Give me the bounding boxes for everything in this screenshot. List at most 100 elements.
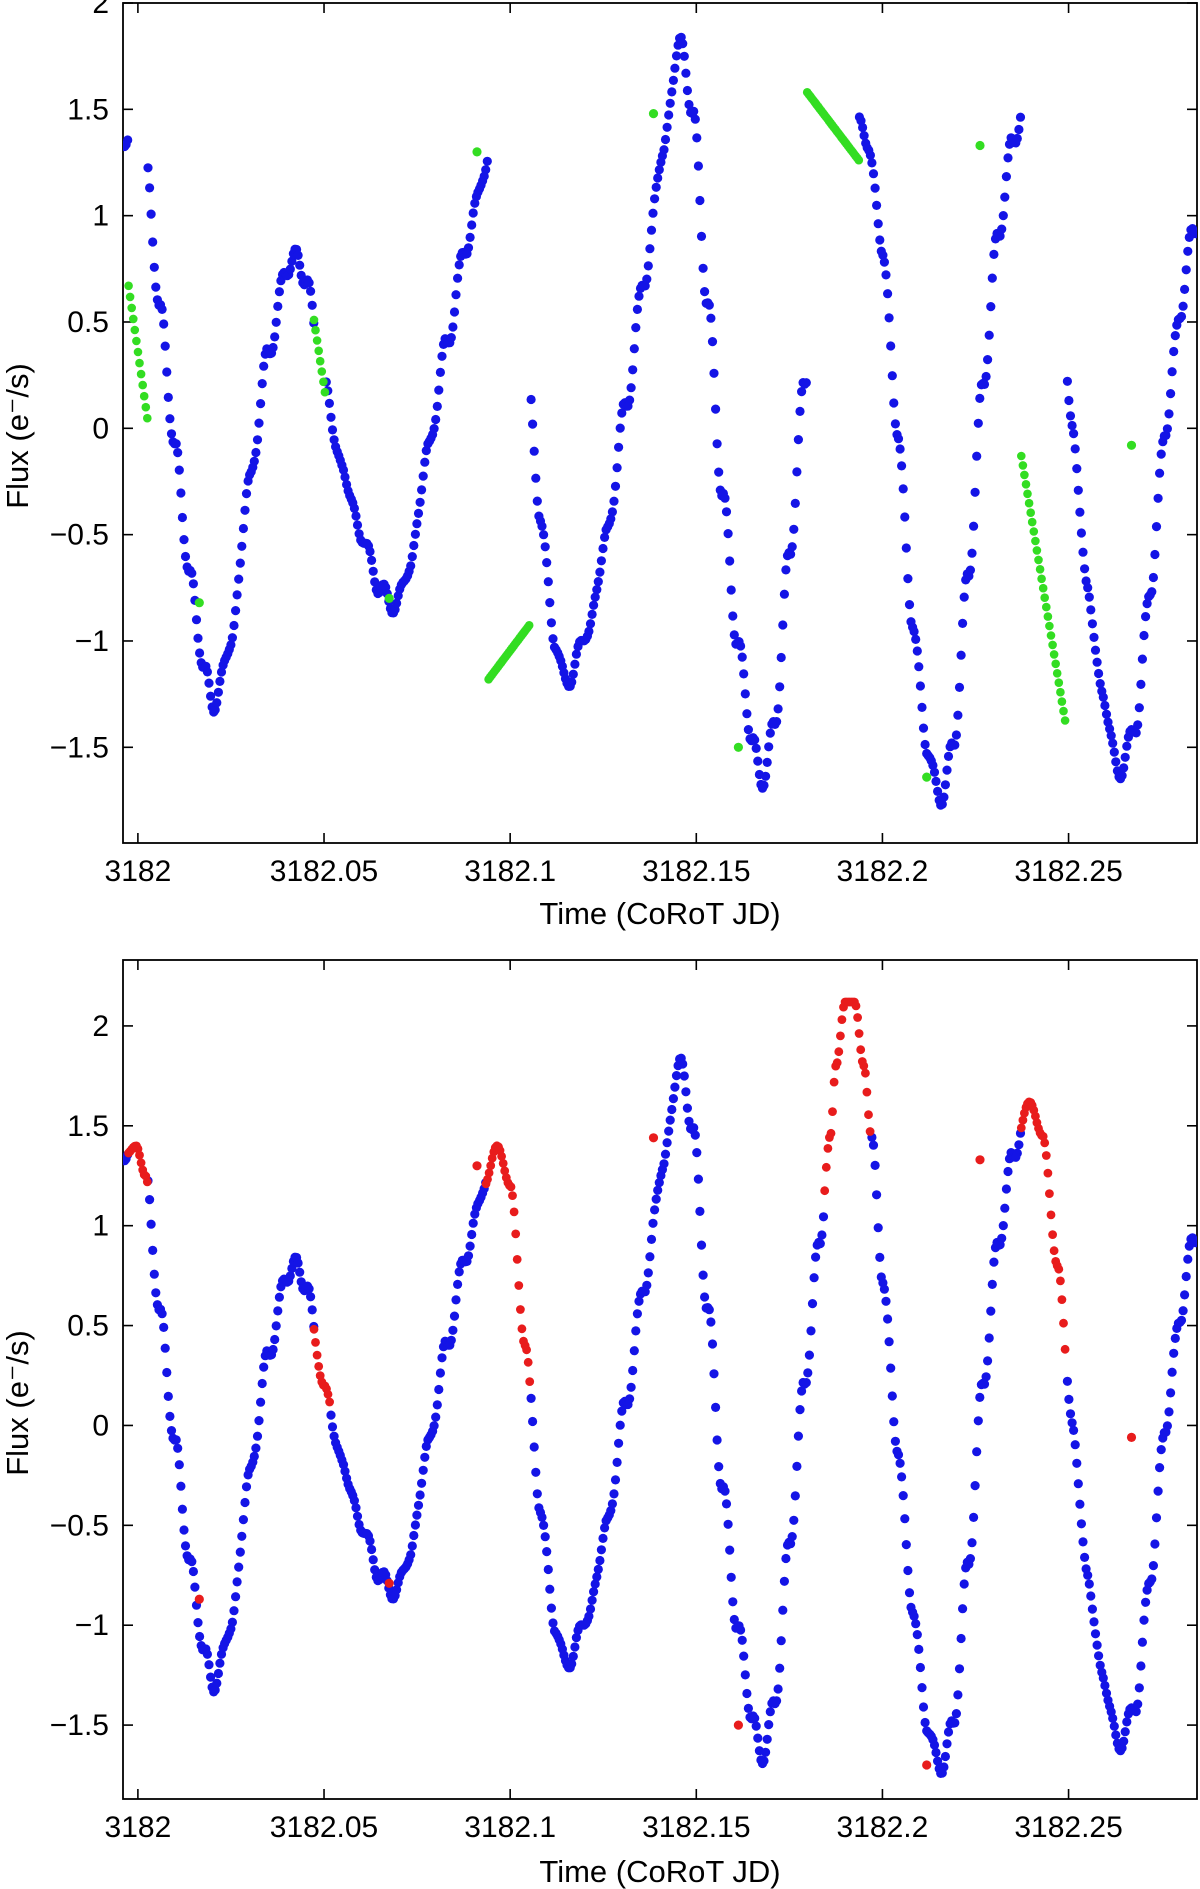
raw-flux-point [600,532,610,543]
raw-flux-point [449,307,460,317]
raw-flux-point [736,641,746,651]
linear-fill-point [524,621,534,630]
raw-flux-point [1095,1660,1105,1670]
linear-fill-point [1056,687,1065,697]
raw-flux-point [886,341,896,351]
raw-flux-point [159,1322,169,1332]
raw-flux-point [668,1094,679,1104]
raw-flux-point [648,1218,658,1228]
raw-flux-point [631,1326,641,1336]
raw-flux-point [1012,133,1022,144]
raw-flux-point [632,1309,643,1319]
model-fill-point [311,1338,320,1347]
raw-flux-point [448,322,458,332]
model-fill-point [834,1047,844,1057]
raw-flux-point [567,1659,577,1669]
raw-flux-point [146,1219,156,1229]
raw-flux-point [529,446,539,456]
raw-flux-point [270,332,280,342]
raw-flux-point [937,799,947,809]
raw-flux-point [626,383,636,393]
linear-fill-point [130,325,140,335]
raw-flux-point [528,1416,538,1427]
x-tick-label: 3182.15 [642,1811,750,1844]
filled-point [384,1578,394,1588]
raw-flux-point [914,662,924,672]
raw-flux-point [176,488,186,498]
raw-flux-point [887,1391,897,1401]
raw-flux-point [481,165,491,175]
filled-point [733,742,744,752]
raw-flux-point [159,319,169,329]
raw-flux-point [1012,1148,1022,1158]
raw-flux-point [1167,1367,1177,1377]
raw-flux-point [807,1299,818,1309]
raw-flux-point [157,1309,167,1319]
model-fill-point [522,1345,531,1355]
raw-flux-point [870,183,880,193]
raw-flux-point [482,156,492,166]
linear-fill-point [1018,461,1028,470]
raw-flux-point [904,1588,915,1598]
linear-fill-point [854,155,864,165]
raw-flux-point [410,529,420,539]
y-tick-label: 0.5 [67,1310,109,1343]
raw-flux-point [412,1510,422,1520]
raw-flux-point [1166,389,1176,399]
raw-flux-point [173,1443,183,1453]
raw-flux-point [166,429,177,439]
raw-flux-point [750,1713,760,1723]
x-tick-label: 3182.15 [642,855,750,888]
raw-flux-point [327,1422,338,1432]
y-tick-label: −1.5 [50,1709,109,1742]
raw-flux-point [889,1417,899,1427]
raw-flux-point [689,106,699,116]
raw-flux-point [1150,1539,1160,1549]
raw-flux-point [764,742,774,752]
raw-flux-point [943,1727,954,1737]
y-tick-label: 1 [92,200,109,233]
model-fill-point [864,1110,873,1120]
raw-flux-point [776,652,786,663]
raw-flux-point [415,1490,425,1500]
raw-flux-point [202,1649,212,1659]
raw-flux-point [148,237,158,247]
raw-flux-point [1191,229,1197,239]
raw-flux-point [793,435,804,445]
raw-flux-point [1003,153,1013,163]
raw-flux-point [1139,630,1149,641]
raw-flux-point [660,134,671,145]
raw-flux-point [467,220,477,230]
y-tick-label: 2 [92,1010,109,1043]
raw-flux-point [1181,1271,1191,1282]
raw-flux-point [596,1545,607,1555]
raw-flux-point [1156,449,1166,459]
raw-flux-point [668,75,679,85]
raw-flux-point [1191,1238,1197,1248]
raw-flux-point [662,1138,672,1148]
raw-flux-point [163,392,173,402]
raw-flux-point [690,114,700,124]
raw-flux-point [969,521,979,531]
raw-flux-point [1150,549,1160,560]
raw-flux-point [903,1565,913,1576]
raw-flux-point [1067,420,1077,431]
raw-flux-point [435,1368,445,1378]
y-tick-label: −1.5 [50,731,109,764]
raw-flux-point [1078,547,1088,557]
raw-flux-point [256,1397,266,1407]
raw-flux-point [420,1452,430,1462]
raw-flux-point [911,634,921,645]
raw-flux-point [872,1190,882,1200]
linear-fill-point [309,315,319,325]
raw-flux-point [779,589,790,599]
raw-flux-point [883,289,893,299]
raw-flux-point [958,1604,968,1614]
raw-flux-point [920,739,930,750]
raw-flux-point [959,1579,969,1589]
raw-flux-point [287,256,297,266]
raw-flux-point [1136,679,1146,690]
model-fill-point [508,1191,517,1200]
filled-point [1126,1432,1137,1442]
model-fill-point [484,1168,494,1178]
